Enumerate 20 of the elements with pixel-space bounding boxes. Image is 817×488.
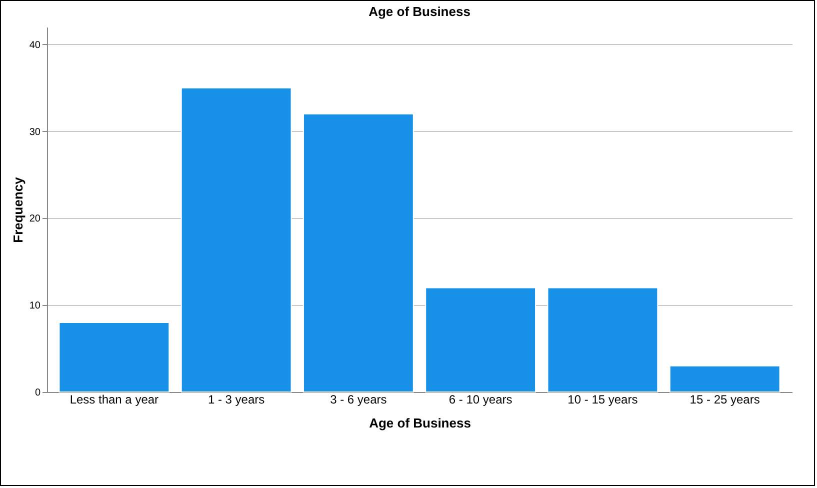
x-tick-label: 15 - 25 years xyxy=(690,392,760,406)
bar xyxy=(58,322,170,392)
bar xyxy=(180,87,292,392)
bar xyxy=(547,287,658,392)
bar xyxy=(669,365,780,392)
bar xyxy=(425,287,536,392)
bar xyxy=(302,113,414,392)
y-tick-label: 20 xyxy=(29,214,41,225)
y-tick-label: 30 xyxy=(29,126,41,138)
x-tick-label: Less than a year xyxy=(70,392,159,406)
x-tick-label: 10 - 15 years xyxy=(568,392,638,406)
chart-title: Age of Business xyxy=(368,4,470,19)
y-tick-label: 10 xyxy=(29,300,41,312)
x-tick-label: 1 - 3 years xyxy=(208,392,265,406)
x-tick-label: 3 - 6 years xyxy=(330,392,387,406)
x-tick-label: 6 - 10 years xyxy=(448,392,512,406)
y-tick-label: 0 xyxy=(34,388,41,398)
x-axis-title: Age of Business xyxy=(369,416,471,430)
y-tick-label: 40 xyxy=(29,40,41,51)
y-axis-title: Frequency xyxy=(10,176,26,243)
